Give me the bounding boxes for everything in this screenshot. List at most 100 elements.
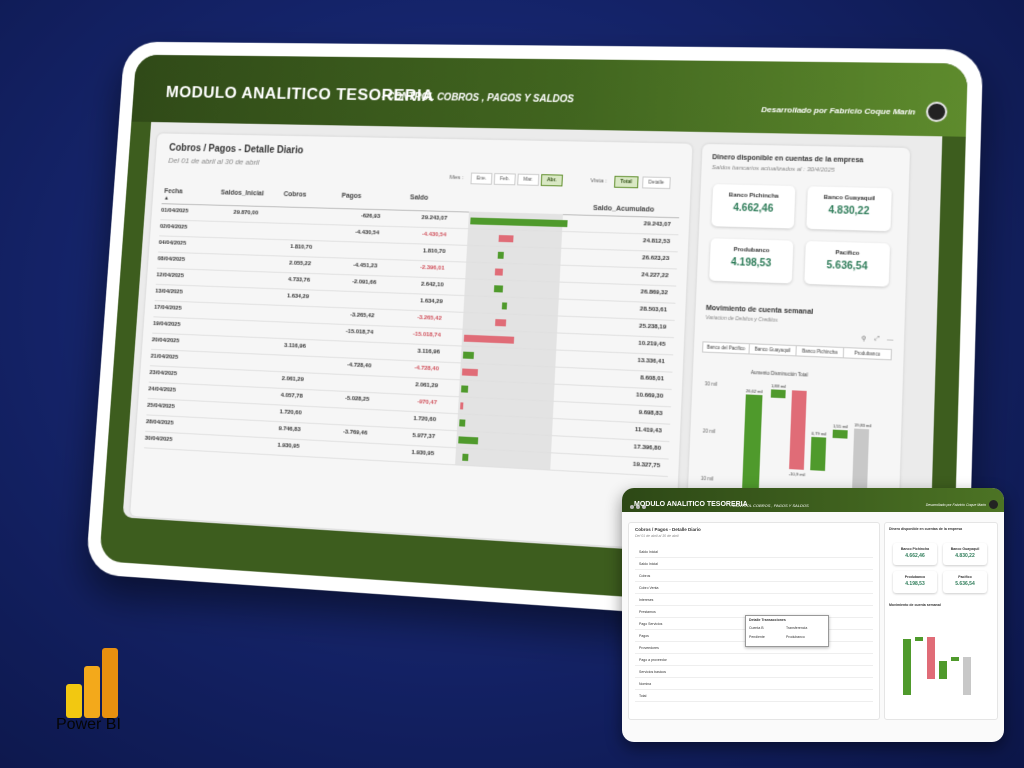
waterfall-bar[interactable]: [459, 419, 466, 427]
card-name: Banco Pichincha: [900, 547, 930, 551]
mini-title: MODULO ANALITICO TESORERIA: [634, 501, 748, 508]
waterfall-bar[interactable]: [498, 235, 514, 243]
waterfall-bar[interactable]: [461, 453, 469, 462]
sort-asc-icon[interactable]: ▲: [163, 195, 170, 202]
card-produbanco[interactable]: Produbanco 4.198,53: [709, 238, 794, 284]
cell-pagos: [331, 246, 378, 247]
waterfall-bar[interactable]: [493, 285, 503, 293]
mini-detail-panel: Cobros / Pagos - Detalle Diario Del 01 d…: [628, 522, 880, 720]
mini-row[interactable]: Cobro Venta: [635, 585, 873, 594]
mini-panel-title: Cobros / Pagos - Detalle Diario: [635, 527, 701, 532]
cell-pagos: [325, 345, 373, 347]
mini-row[interactable]: Proveedores: [635, 645, 873, 654]
waterfall-bar[interactable]: [501, 302, 508, 310]
detail-table: 01/04/2025 29.870,00 -626,93 29.243,07 29.24…: [144, 133, 693, 478]
cell-cobros: 2.055,22: [288, 260, 312, 268]
accounts-subtitle: Saldos bancarios actualizados al : 30/4/…: [711, 165, 835, 174]
focus-mode-icon[interactable]: ⤢: [874, 335, 880, 343]
waterfall-bar[interactable]: [461, 368, 479, 377]
cell-cobros: 4.057,78: [280, 392, 303, 400]
view-total[interactable]: Total: [614, 175, 639, 189]
col-cobros[interactable]: Cobros: [283, 191, 307, 199]
mini-movement-title: Movimiento de cuenta semanal: [889, 603, 941, 607]
mini-row-label: Cobros: [639, 574, 651, 578]
chart-legend: Aumento Disminución Total: [750, 369, 808, 378]
month-feb[interactable]: Feb.: [493, 173, 516, 186]
weekly-bar-increase[interactable]: [832, 429, 848, 439]
card-value: 4.198,53: [730, 257, 772, 270]
waterfall-bar[interactable]: [458, 436, 479, 445]
mini-card[interactable]: Pacifico 5.636,54: [943, 571, 987, 593]
cell-acum: 13.336,41: [637, 357, 665, 366]
cell-cobros: 9.746,83: [278, 426, 301, 434]
card-value: 5.636,54: [955, 581, 975, 587]
more-options-icon[interactable]: ⋯: [886, 337, 894, 344]
cell-pagos: [328, 295, 375, 297]
weekly-bar-increase[interactable]: [810, 436, 827, 471]
weekly-bar-decrease[interactable]: [789, 390, 807, 470]
waterfall-bar[interactable]: [460, 402, 464, 410]
waterfall-bar[interactable]: [495, 319, 507, 327]
view-detalle[interactable]: Detalle: [642, 176, 671, 190]
cell-inicial: [206, 356, 249, 358]
cell-saldo: 2.642,10: [420, 281, 444, 289]
mini-row-label: Servicios basicos: [639, 670, 667, 674]
mini-row-label: Pago a proveedor: [639, 658, 667, 662]
cell-fecha: 24/04/2025: [148, 386, 177, 394]
mini-row[interactable]: Cobros: [635, 573, 873, 582]
mini-card[interactable]: Banco Pichincha 4.662,46: [893, 543, 937, 565]
col-saldo-acumulado[interactable]: Saldo_Acumulado: [592, 205, 655, 214]
card-banco-guayaquil[interactable]: Banco Guayaquil 4.830,22: [806, 186, 892, 232]
mini-row[interactable]: Saldo Inicial: [635, 561, 873, 570]
waterfall-bar[interactable]: [461, 385, 469, 393]
col-saldos-inicial[interactable]: Saldos_Inicial: [220, 189, 265, 198]
month-ene[interactable]: Ene.: [470, 172, 493, 185]
panel-title: Cobros / Pagos - Detalle Diario: [168, 142, 304, 157]
mini-card[interactable]: Produbanco 4.198,53: [893, 571, 937, 593]
tab-produbanco[interactable]: Produbanco: [842, 346, 893, 361]
tab-banco-guayaquil[interactable]: Banco Guayaquil: [748, 343, 797, 357]
cell-cobros: [264, 326, 307, 328]
card-name: Produbanco: [733, 247, 770, 255]
mini-accounts-title: Dinero disponible en cuentas de la empre…: [889, 527, 963, 531]
mini-row[interactable]: Total: [635, 693, 873, 702]
waterfall-bar[interactable]: [497, 251, 504, 259]
weekly-bar-increase[interactable]: [770, 389, 786, 399]
col-fecha[interactable]: Fecha: [164, 188, 183, 196]
mini-panel-subtitle: Del 01 de abril al 30 de abril: [635, 534, 679, 538]
mini-row[interactable]: Intereses: [635, 597, 873, 606]
tooltip: Detalle Transacciones Cuenta B Transfere…: [745, 615, 829, 647]
waterfall-bar[interactable]: [462, 351, 474, 359]
y-tick: 30 mil: [704, 381, 718, 387]
mini-card[interactable]: Banco Guayaquil 4.830,22: [943, 543, 987, 565]
month-abr[interactable]: Abr.: [540, 174, 563, 187]
col-saldo[interactable]: Saldo: [409, 194, 429, 202]
mini-accounts-panel: Dinero disponible en cuentas de la empre…: [884, 522, 998, 720]
filter-icon[interactable]: ⚲: [861, 336, 867, 343]
cell-acum: 10.219,45: [638, 340, 666, 348]
cell-saldo: -3.265,42: [416, 315, 442, 322]
mini-row[interactable]: Saldo Inicial: [635, 549, 873, 558]
card-name: Banco Pichincha: [728, 192, 779, 200]
waterfall-bar[interactable]: [494, 268, 504, 276]
mini-row[interactable]: Nomina: [635, 681, 873, 690]
cell-fecha: 25/04/2025: [146, 402, 175, 411]
cell-acum: 25.238,19: [638, 323, 667, 331]
cell-fecha: 17/04/2025: [153, 304, 182, 312]
cell-inicial: [207, 340, 250, 342]
card-pacifico[interactable]: Pacifico 5.636,54: [804, 241, 891, 287]
cell-saldo: 29.243,07: [421, 215, 448, 222]
tab-banco-pichincha[interactable]: Banco Pichincha: [795, 345, 845, 359]
cell-cobros: 4.733,76: [287, 277, 311, 284]
weekly-bar-increase[interactable]: [741, 394, 763, 499]
tab-banco-del-pacifico[interactable]: Banco del Pacifico: [702, 341, 750, 355]
mini-bar: [903, 639, 911, 695]
month-mar[interactable]: Mar.: [517, 173, 540, 186]
mini-row[interactable]: Pago a proveedor: [635, 657, 873, 666]
card-banco-pichincha[interactable]: Banco Pichincha 4.662,46: [711, 184, 796, 229]
avatar: [989, 500, 998, 509]
mini-row-label: Intereses: [639, 598, 654, 602]
mini-row-label: Nomina: [639, 682, 652, 686]
mini-row[interactable]: Servicios basicos: [635, 669, 873, 678]
col-pagos[interactable]: Pagos: [341, 192, 362, 200]
